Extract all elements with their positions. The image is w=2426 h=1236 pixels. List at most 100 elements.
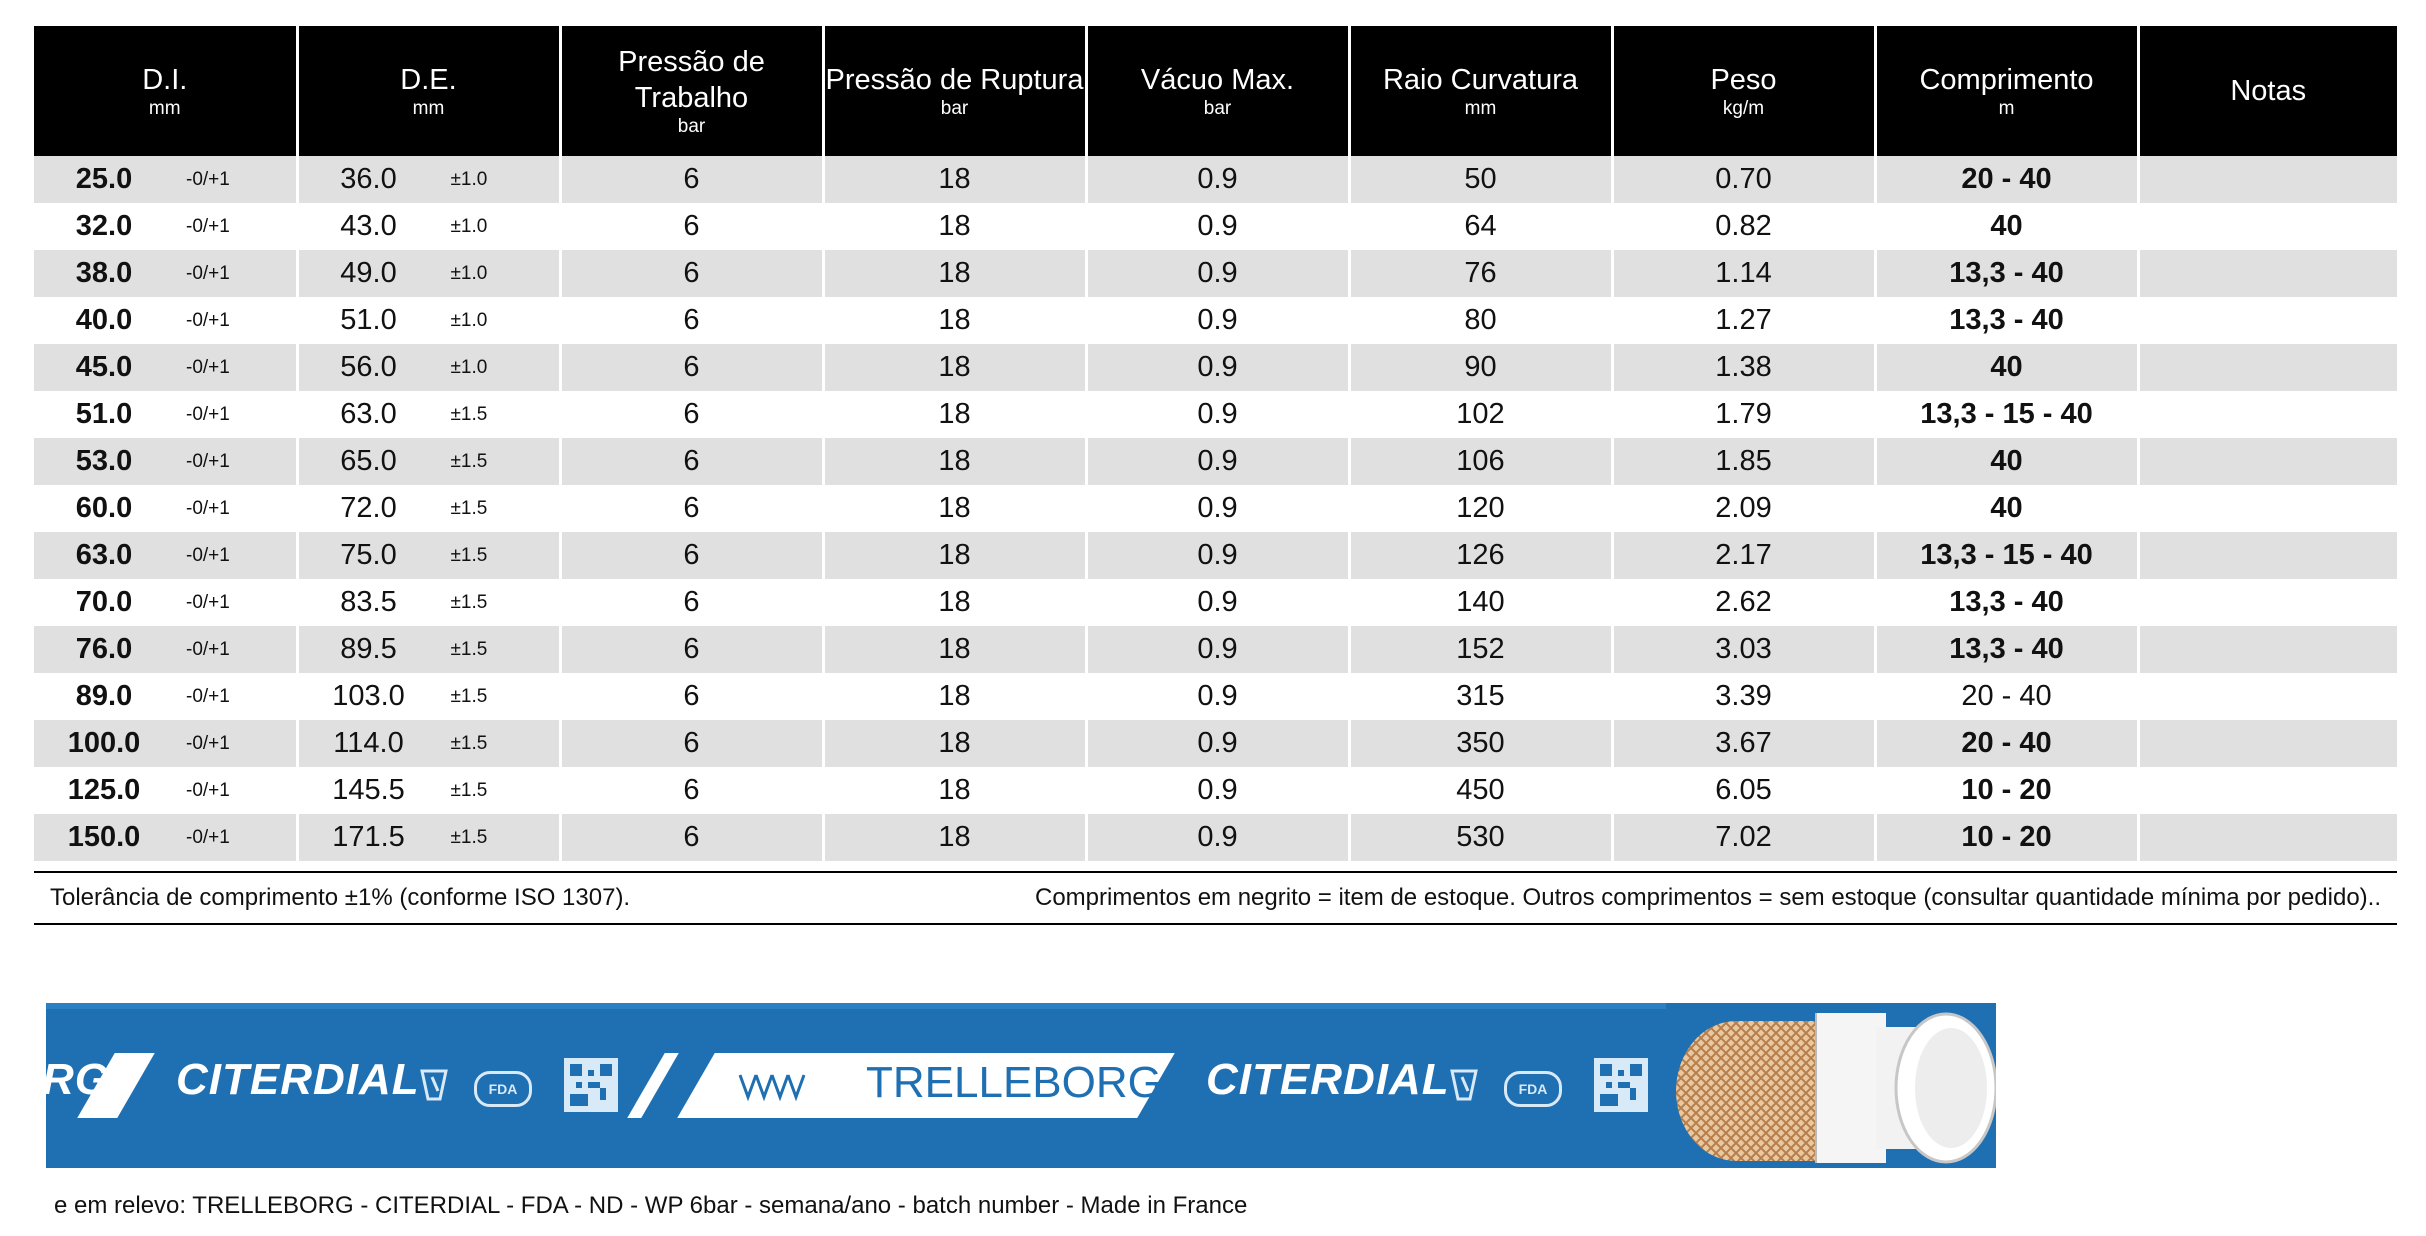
cell-bend-radius: 106 xyxy=(1349,438,1614,485)
cell-bend-radius: 450 xyxy=(1349,767,1614,814)
cell-notes xyxy=(2138,626,2397,673)
cell-working-pressure: 6 xyxy=(560,203,825,250)
cell-vacuum: 0.9 xyxy=(1086,532,1351,579)
de-tolerance: ±1.5 xyxy=(450,826,488,848)
cell-vacuum: 0.9 xyxy=(1086,438,1351,485)
cell-bend-radius: 140 xyxy=(1349,579,1614,626)
cell-outer-diameter: 171.5 ±1.5 xyxy=(297,814,562,861)
header-cell: Vácuo Max. bar xyxy=(1086,26,1351,156)
cell-working-pressure: 6 xyxy=(560,673,825,720)
de-tolerance: ±1.0 xyxy=(450,309,488,331)
table-row: 76.0 -0/+1 89.5 ±1.5 6 18 0.9 152 3.03 13,3 - 40 xyxy=(34,626,2397,673)
di-value: 40.0 xyxy=(75,304,133,336)
de-tolerance: ±1.5 xyxy=(450,544,488,566)
cell-bend-radius: 126 xyxy=(1349,532,1614,579)
hose-illustration: RG CITERDIAL FDA TRELLEBORG CITERDIAL FD… xyxy=(46,1003,2006,1168)
cell-vacuum: 0.9 xyxy=(1086,814,1351,861)
header-cell: Notas xyxy=(2138,26,2397,156)
cell-burst-pressure: 18 xyxy=(823,156,1088,203)
cell-inner-diameter: 63.0 -0/+1 xyxy=(34,532,299,579)
di-tolerance: -0/+1 xyxy=(186,168,230,190)
cell-outer-diameter: 72.0 ±1.5 xyxy=(297,485,562,532)
de-tolerance: ±1.5 xyxy=(450,403,488,425)
di-value: 150.0 xyxy=(67,821,141,853)
di-pair: 125.0 -0/+1 xyxy=(34,767,296,814)
cell-notes xyxy=(2138,438,2397,485)
de-pair: 49.0 ±1.0 xyxy=(299,250,559,297)
footnote-stock-legend: Comprimentos em negrito = item de estoqu… xyxy=(1034,884,2381,911)
cell-length: 10 - 20 xyxy=(1875,814,2140,861)
di-pair: 32.0 -0/+1 xyxy=(34,203,296,250)
table-row: 60.0 -0/+1 72.0 ±1.5 6 18 0.9 120 2.09 40 xyxy=(34,485,2397,532)
cell-outer-diameter: 49.0 ±1.0 xyxy=(297,250,562,297)
de-pair: 56.0 ±1.0 xyxy=(299,344,559,391)
de-value: 65.0 xyxy=(340,445,397,477)
table-row: 38.0 -0/+1 49.0 ±1.0 6 18 0.9 76 1.14 13,3 - 40 xyxy=(34,250,2397,297)
cell-inner-diameter: 125.0 -0/+1 xyxy=(34,767,299,814)
de-value: 83.5 xyxy=(340,586,397,618)
di-pair: 76.0 -0/+1 xyxy=(34,626,296,673)
di-tolerance: -0/+1 xyxy=(186,638,230,660)
cell-length: 13,3 - 40 xyxy=(1875,297,2140,344)
cell-length: 10 - 20 xyxy=(1875,767,2140,814)
table-row: 32.0 -0/+1 43.0 ±1.0 6 18 0.9 64 0.82 40 xyxy=(34,203,2397,250)
cell-bend-radius: 530 xyxy=(1349,814,1614,861)
cell-burst-pressure: 18 xyxy=(823,485,1088,532)
cell-length: 13,3 - 15 - 40 xyxy=(1875,532,2140,579)
cell-length: 40 xyxy=(1875,485,2140,532)
cell-vacuum: 0.9 xyxy=(1086,203,1351,250)
cell-burst-pressure: 18 xyxy=(823,814,1088,861)
de-tolerance: ±1.5 xyxy=(450,497,488,519)
di-tolerance: -0/+1 xyxy=(186,497,230,519)
cell-vacuum: 0.9 xyxy=(1086,626,1351,673)
cell-vacuum: 0.9 xyxy=(1086,767,1351,814)
cell-notes xyxy=(2138,203,2397,250)
cell-inner-diameter: 40.0 -0/+1 xyxy=(34,297,299,344)
de-tolerance: ±1.5 xyxy=(450,591,488,613)
de-tolerance: ±1.5 xyxy=(450,685,488,707)
cell-bend-radius: 80 xyxy=(1349,297,1614,344)
cell-outer-diameter: 65.0 ±1.5 xyxy=(297,438,562,485)
cell-weight: 1.14 xyxy=(1612,250,1877,297)
di-pair: 70.0 -0/+1 xyxy=(34,579,296,626)
de-value: 145.5 xyxy=(332,774,405,806)
header-cell: Raio Curvatura mm xyxy=(1349,26,1614,156)
di-pair: 40.0 -0/+1 xyxy=(34,297,296,344)
cell-working-pressure: 6 xyxy=(560,720,825,767)
cell-working-pressure: 6 xyxy=(560,814,825,861)
di-value: 53.0 xyxy=(75,445,133,477)
hose-product-label-2: CITERDIAL xyxy=(1206,1055,1450,1104)
de-tolerance: ±1.0 xyxy=(450,356,488,378)
di-pair: 45.0 -0/+1 xyxy=(34,344,296,391)
food-safe-icon xyxy=(420,1069,448,1101)
cell-weight: 7.02 xyxy=(1612,814,1877,861)
cell-inner-diameter: 38.0 -0/+1 xyxy=(34,250,299,297)
de-tolerance: ±1.0 xyxy=(450,168,488,190)
cell-bend-radius: 315 xyxy=(1349,673,1614,720)
header-unit: bar xyxy=(677,116,706,137)
de-value: 114.0 xyxy=(333,727,404,759)
header-label: Comprimento xyxy=(1919,64,2094,96)
food-safe-icon-2 xyxy=(1450,1069,1478,1101)
cell-notes xyxy=(2138,297,2397,344)
cell-notes xyxy=(2138,250,2397,297)
de-tolerance: ±1.5 xyxy=(450,779,488,801)
cell-weight: 3.67 xyxy=(1612,720,1877,767)
cell-notes xyxy=(2138,579,2397,626)
di-value: 32.0 xyxy=(75,210,133,242)
cell-burst-pressure: 18 xyxy=(823,720,1088,767)
de-pair: 103.0 ±1.5 xyxy=(299,673,559,720)
de-pair: 43.0 ±1.0 xyxy=(299,203,559,250)
cell-working-pressure: 6 xyxy=(560,297,825,344)
table-row: 40.0 -0/+1 51.0 ±1.0 6 18 0.9 80 1.27 13,3 - 40 xyxy=(34,297,2397,344)
cell-inner-diameter: 32.0 -0/+1 xyxy=(34,203,299,250)
de-pair: 114.0 ±1.5 xyxy=(299,720,559,767)
di-tolerance: -0/+1 xyxy=(186,591,230,613)
cell-burst-pressure: 18 xyxy=(823,344,1088,391)
cell-bend-radius: 120 xyxy=(1349,485,1614,532)
table-row: 125.0 -0/+1 145.5 ±1.5 6 18 0.9 450 6.05 10 - 20 xyxy=(34,767,2397,814)
cell-inner-diameter: 25.0 -0/+1 xyxy=(34,156,299,203)
de-pair: 72.0 ±1.5 xyxy=(299,485,559,532)
cell-working-pressure: 6 xyxy=(560,250,825,297)
spec-table-container: D.I. mm D.E. mm Pressão de Trabalho bar Pressã… xyxy=(34,26,2397,925)
